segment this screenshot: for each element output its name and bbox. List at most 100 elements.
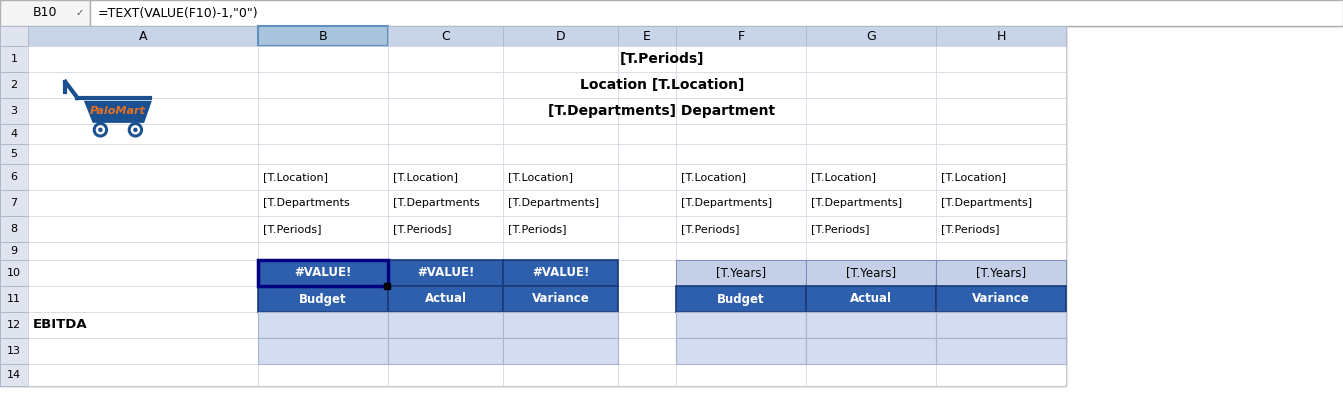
Bar xyxy=(936,338,1066,364)
Text: Budget: Budget xyxy=(299,292,346,305)
Bar xyxy=(676,144,806,164)
Text: [T.Location]: [T.Location] xyxy=(941,172,1006,182)
Bar xyxy=(806,98,936,124)
Bar xyxy=(618,260,676,286)
Bar xyxy=(618,164,676,190)
Bar xyxy=(388,190,504,216)
Bar xyxy=(388,124,504,144)
Bar xyxy=(806,364,936,386)
Bar xyxy=(0,72,28,98)
Bar xyxy=(0,144,28,164)
Text: [T.Periods]: [T.Periods] xyxy=(681,224,740,234)
Bar xyxy=(618,286,676,312)
Bar xyxy=(936,72,1066,98)
Bar xyxy=(618,364,676,386)
Text: [T.Departments: [T.Departments xyxy=(263,198,349,208)
Bar xyxy=(28,26,258,46)
Bar xyxy=(388,260,504,286)
Bar xyxy=(806,190,936,216)
Bar xyxy=(676,260,806,286)
Bar xyxy=(936,46,1066,72)
Text: Location [T.Location]: Location [T.Location] xyxy=(580,78,744,92)
Bar xyxy=(504,260,618,286)
Text: A: A xyxy=(138,30,148,43)
Bar xyxy=(0,0,90,26)
Bar xyxy=(504,338,618,364)
Bar xyxy=(258,364,388,386)
Text: 3: 3 xyxy=(11,106,17,116)
Bar xyxy=(388,216,504,242)
Bar xyxy=(258,286,388,312)
Bar xyxy=(676,286,806,312)
Text: PaloMart: PaloMart xyxy=(90,106,145,116)
Bar xyxy=(504,144,618,164)
Text: [T.Periods]: [T.Periods] xyxy=(941,224,999,234)
Bar xyxy=(258,338,388,364)
Bar xyxy=(676,190,806,216)
Bar xyxy=(0,260,28,286)
Bar xyxy=(28,190,258,216)
Text: [T.Periods]: [T.Periods] xyxy=(811,224,869,234)
Bar xyxy=(504,364,618,386)
Bar xyxy=(504,98,618,124)
Bar xyxy=(28,98,258,124)
Bar xyxy=(806,260,936,286)
Bar xyxy=(258,260,388,286)
Bar xyxy=(936,312,1066,338)
Text: 10: 10 xyxy=(7,268,21,278)
Bar xyxy=(676,216,806,242)
Bar xyxy=(504,190,618,216)
Bar xyxy=(90,0,1343,26)
Text: [T.Location]: [T.Location] xyxy=(811,172,876,182)
Bar xyxy=(618,144,676,164)
Bar xyxy=(806,46,936,72)
Bar xyxy=(806,338,936,364)
Bar xyxy=(676,98,806,124)
Text: B: B xyxy=(318,30,328,43)
Bar xyxy=(806,124,936,144)
Bar xyxy=(618,46,676,72)
Bar xyxy=(0,216,28,242)
Bar xyxy=(504,242,618,260)
Text: 4: 4 xyxy=(11,129,17,139)
Circle shape xyxy=(129,123,142,137)
Text: 6: 6 xyxy=(11,172,17,182)
Bar xyxy=(936,26,1066,46)
Text: #VALUE!: #VALUE! xyxy=(294,266,352,279)
Text: 14: 14 xyxy=(7,370,21,380)
Bar xyxy=(504,46,618,72)
Bar xyxy=(0,98,28,124)
Bar xyxy=(258,98,388,124)
Bar xyxy=(504,260,618,286)
Bar xyxy=(936,98,1066,124)
Circle shape xyxy=(97,126,105,134)
Bar xyxy=(0,242,28,260)
Circle shape xyxy=(132,126,140,134)
Text: 11: 11 xyxy=(7,294,21,304)
Text: 9: 9 xyxy=(11,246,17,256)
Bar xyxy=(28,260,258,286)
Text: [T.Departments]: [T.Departments] xyxy=(508,198,599,208)
Text: [T.Departments: [T.Departments xyxy=(393,198,479,208)
Bar xyxy=(0,286,28,312)
Bar xyxy=(258,260,388,286)
Bar xyxy=(258,216,388,242)
Bar xyxy=(936,260,1066,286)
Bar xyxy=(28,216,258,242)
Bar xyxy=(388,338,504,364)
Bar xyxy=(258,124,388,144)
Bar xyxy=(806,312,936,338)
Text: [T.Years]: [T.Years] xyxy=(976,266,1026,279)
Text: B10: B10 xyxy=(32,6,58,19)
Text: [T.Departments] Department: [T.Departments] Department xyxy=(548,104,775,118)
Bar xyxy=(618,26,676,46)
Bar xyxy=(28,364,258,386)
Bar xyxy=(676,286,806,312)
Text: D: D xyxy=(556,30,565,43)
Bar xyxy=(388,286,504,312)
Bar xyxy=(676,364,806,386)
Text: Actual: Actual xyxy=(850,292,892,305)
Bar xyxy=(936,312,1066,338)
Bar xyxy=(618,124,676,144)
Text: [T.Years]: [T.Years] xyxy=(846,266,896,279)
